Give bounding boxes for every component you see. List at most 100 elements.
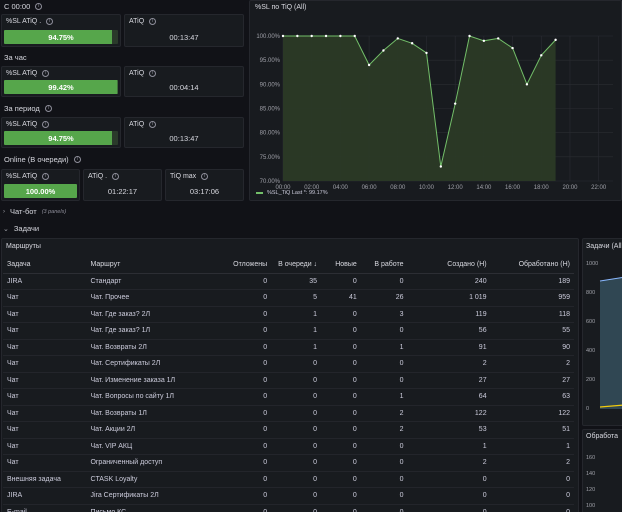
info-icon[interactable]: i [42, 121, 50, 128]
y-tick-label: 100.00% [256, 34, 280, 40]
table-cell: 959 [490, 289, 574, 307]
table-cell: 0 [321, 322, 361, 340]
table-cell: 91 [407, 339, 491, 356]
table-row[interactable]: Чат Чат. Изменение заказа 1Л 0 0 0 0 27 27 [3, 372, 574, 389]
row-header-online[interactable]: Online (В очереди) i [4, 155, 81, 164]
table-cell: 0 [182, 339, 272, 356]
row-header-period[interactable]: За период i [4, 104, 52, 113]
table-cell: 27 [490, 372, 574, 389]
info-icon[interactable]: i [201, 173, 209, 180]
series-line [283, 35, 556, 167]
table-cell: 0 [490, 504, 574, 512]
info-icon[interactable]: i [42, 173, 50, 180]
panel-title: Маршруты [6, 243, 41, 250]
table-row[interactable]: Чат Чат. Возвраты 1Л 0 0 0 2 122 122 [3, 405, 574, 422]
info-icon[interactable]: i [46, 18, 54, 25]
row-header-chatbot[interactable]: › Чат-бот (3 panels) [3, 207, 66, 216]
info-icon[interactable]: i [42, 70, 50, 77]
table-cell: 0 [360, 372, 408, 389]
info-icon[interactable]: i [35, 3, 43, 10]
table-cell: 0 [321, 454, 361, 472]
table-cell: 1 019 [407, 289, 491, 307]
stat-title: %SL ATiQ i [6, 70, 50, 77]
column-header[interactable]: Создано (Н) [407, 256, 491, 274]
table-cell: 27 [407, 372, 491, 389]
info-icon[interactable]: i [149, 18, 157, 25]
table-cell: 0 [407, 504, 491, 512]
chart-legend[interactable]: %SL_TiQ Last *: 99.17% [256, 190, 328, 196]
stat-title: ATiQ i [129, 18, 157, 25]
info-icon[interactable]: i [112, 173, 120, 180]
column-header[interactable]: Обработано (Н) [490, 256, 574, 274]
table-cell: 35 [271, 273, 322, 290]
info-icon[interactable]: i [149, 70, 157, 77]
table-cell: 1 [271, 322, 322, 340]
data-point [554, 38, 557, 42]
table-cell: 2 [360, 405, 408, 422]
table-cell: Чат. VIP АКЦ [86, 438, 183, 455]
table-cell: Чат. Где заказ? 1Л [86, 322, 183, 340]
table-row[interactable]: JIRA Стандарт 0 35 0 0 240 189 [3, 273, 574, 290]
x-tick-label: 12:00 [448, 185, 464, 191]
table-cell: 0 [490, 471, 574, 488]
table-row[interactable]: Чат Чат. Акции 2Л 0 0 0 2 53 51 [3, 421, 574, 439]
y-tick-label: 70.00% [260, 179, 281, 185]
stat-value: 00:13:47 [169, 33, 199, 42]
stat-value: 01:22:17 [107, 187, 138, 196]
series-line [599, 276, 622, 282]
x-tick-label: 20:00 [562, 185, 578, 191]
stat-panel-sl-hour: %SL ATiQ i 99.42% [1, 66, 121, 97]
table-row[interactable]: Чат Чат. Вопросы по сайту 1Л 0 0 0 1 64 63 [3, 388, 574, 406]
stat-panel-sl-today: %SL ATiQ .i 94.75% [1, 14, 121, 47]
table-cell: 5 [271, 289, 322, 307]
table-cell: 0 [321, 504, 361, 512]
column-header[interactable]: Задача [3, 256, 87, 274]
stat-panel-atiq-today: ATiQ i 00:13:47 [124, 14, 244, 47]
chart-panel-sl-tiq: %SL по TiQ (All) 100.00% 95.00% 90.00% 85.0… [249, 0, 622, 201]
row-header-today[interactable]: С 00:00 i [4, 2, 43, 11]
series-line [599, 404, 622, 408]
table-cell: 189 [490, 273, 574, 290]
table-row[interactable]: Чат Чат. Прочее 0 5 41 26 1 019 959 [3, 289, 574, 307]
row-title: За час [4, 53, 27, 62]
table-cell: 0 [407, 487, 491, 505]
info-icon[interactable]: i [149, 121, 157, 128]
axis-tick-label: 400 [586, 348, 596, 354]
table-row[interactable]: Чат Чат. Где заказ? 2Л 0 1 0 3 119 118 [3, 306, 574, 323]
row-header-hour[interactable]: За час [4, 53, 27, 62]
column-header[interactable]: В работе [360, 256, 408, 274]
panel-title: Задачи (All [586, 243, 622, 250]
routes-table: Задача Маршрут Отложены В очереди ↓ Новые В р… [3, 256, 574, 512]
table-row[interactable]: Внешняя задача CTASK Loyalty 0 0 0 0 0 0 [3, 471, 574, 488]
stat-value: 03:17:06 [189, 187, 220, 196]
table-row[interactable]: Чат Чат. Возвраты 2Л 0 1 0 1 91 90 [3, 339, 574, 356]
table-row[interactable]: Чат Чат. VIP АКЦ 0 0 0 0 1 1 [3, 438, 574, 455]
info-icon[interactable]: i [73, 156, 81, 163]
data-point [439, 165, 443, 168]
column-header[interactable]: Отложены [182, 256, 272, 274]
table-cell: Чат [3, 372, 87, 389]
column-header[interactable]: Маршрут [86, 256, 183, 274]
stat-value-bar: 99.42% [4, 80, 118, 94]
table-cell: Чат [3, 438, 87, 455]
data-point [324, 34, 328, 38]
table-cell: Чат [3, 289, 87, 307]
table-row[interactable]: Чат Ограниченный доступ 0 0 0 0 2 2 [3, 454, 574, 472]
table-row[interactable]: JIRA Jira Сертификаты 2Л 0 0 0 0 0 0 [3, 487, 574, 505]
column-header[interactable]: В очереди ↓ [271, 256, 322, 274]
table-cell: 0 [182, 454, 272, 472]
data-point [339, 34, 342, 38]
stat-title: %SL ATiQ i [6, 173, 50, 180]
table-cell: 0 [182, 372, 272, 389]
table-row[interactable]: Чат Чат. Где заказ? 1Л 0 1 0 0 56 55 [3, 322, 574, 340]
info-icon[interactable]: i [44, 105, 52, 112]
table-cell: 1 [271, 339, 322, 356]
row-header-tasks[interactable]: ⌄ Задачи [3, 224, 39, 233]
stat-panel-atiq-hour: ATiQ i 00:04:14 [124, 66, 244, 97]
stat-title: ATiQ i [129, 121, 157, 128]
side-panel-chart [599, 276, 622, 409]
table-row[interactable]: E-mailПисьмо КС000000 [3, 504, 574, 512]
axis-tick-label: 100 [586, 503, 596, 509]
table-row[interactable]: Чат Чат. Сертификаты 2Л 0 0 0 0 2 2 [3, 355, 574, 373]
column-header[interactable]: Новые [321, 256, 361, 274]
